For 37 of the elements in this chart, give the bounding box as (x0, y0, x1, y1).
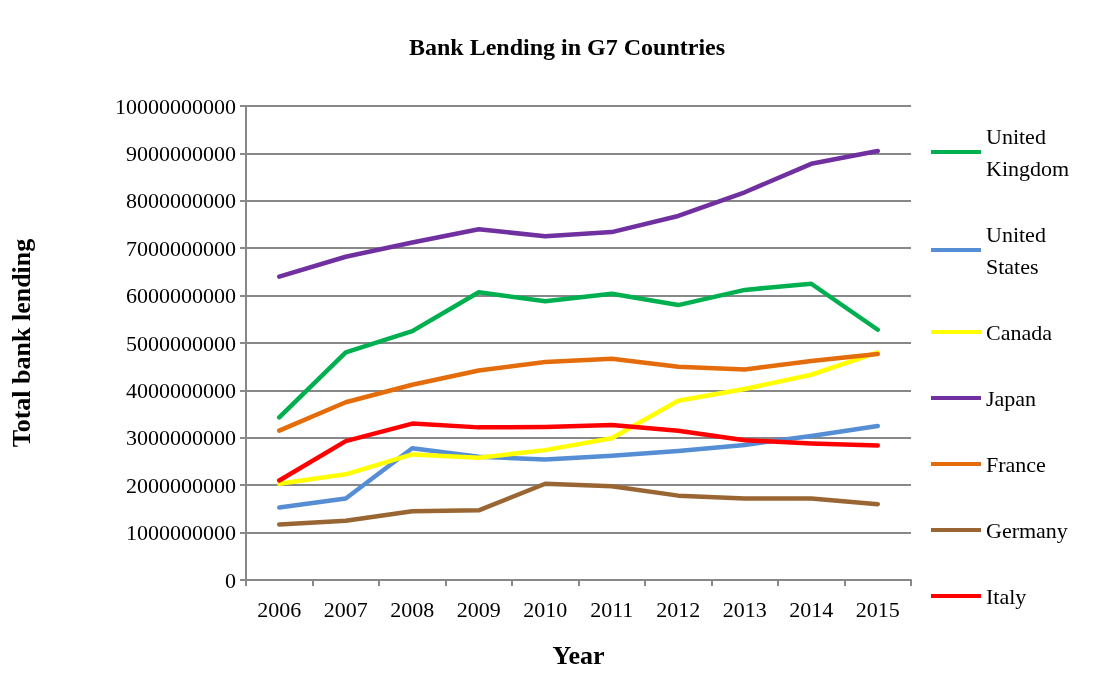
legend-label: Italy (986, 583, 1027, 609)
x-axis-title: Year (552, 640, 605, 670)
y-axis-title: Total bank lending (6, 238, 36, 448)
y-tick-label: 2000000000 (126, 472, 236, 498)
chart-title: Bank Lending in G7 Countries (408, 34, 726, 60)
y-tick-label: 4000000000 (126, 377, 236, 403)
legend-label: Japan (986, 385, 1037, 411)
legend-label: France (986, 451, 1046, 477)
line-series (277, 350, 880, 487)
x-tick-label: 2015 (855, 596, 900, 622)
y-tick-label: 3000000000 (126, 425, 236, 451)
y-tick-label: 10000000000 (115, 93, 236, 119)
y-tick-label: 0 (225, 567, 236, 593)
line-series (277, 281, 880, 420)
y-tick-label: 6000000000 (126, 283, 236, 309)
x-tick-label: 2006 (257, 596, 302, 622)
x-tick-label: 2009 (456, 596, 501, 622)
legend-label: Canada (986, 319, 1053, 345)
y-tick-label: 9000000000 (126, 140, 236, 166)
x-tick-label: 2013 (722, 596, 767, 622)
x-tick-label: 2010 (523, 596, 568, 622)
line-series (277, 351, 880, 433)
x-tick-label: 2007 (323, 596, 368, 622)
y-tick-label: 7000000000 (126, 235, 236, 261)
x-tick-label: 2012 (656, 596, 701, 622)
y-tick-label: 1000000000 (126, 520, 236, 546)
line-series (277, 421, 880, 483)
y-tick-label: 8000000000 (126, 188, 236, 214)
legend-label: Germany (986, 517, 1068, 543)
x-tick-label: 2011 (590, 596, 634, 622)
x-tick-label: 2008 (390, 596, 435, 622)
x-tick-label: 2014 (789, 596, 834, 622)
legend-label: United States (986, 221, 1052, 279)
line-series (277, 481, 880, 527)
legend-label: United Kingdom (986, 123, 1070, 181)
line-series (277, 148, 880, 279)
y-tick-label: 5000000000 (126, 330, 236, 356)
